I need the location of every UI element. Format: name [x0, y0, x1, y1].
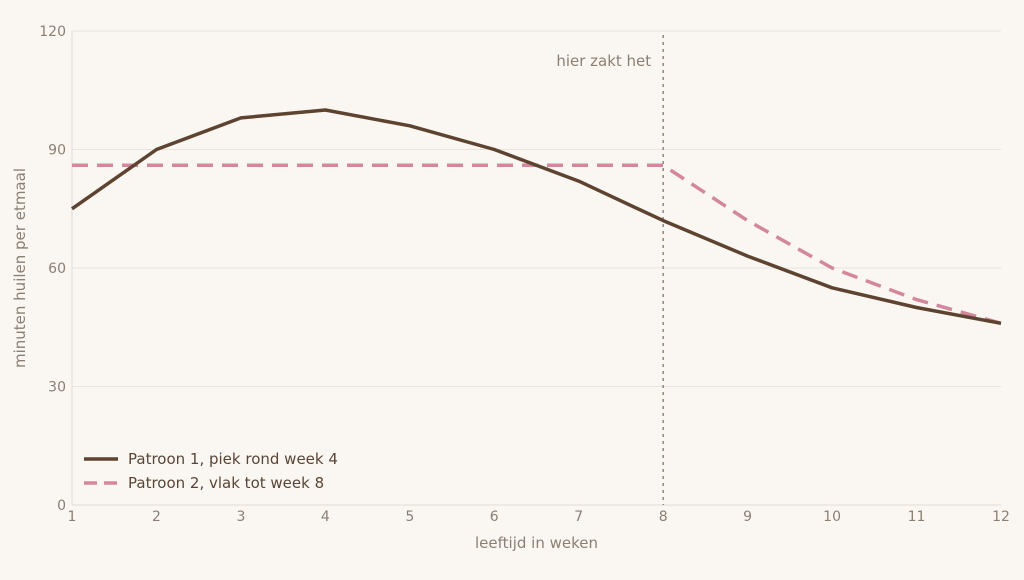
- x-tick-label: 4: [321, 509, 330, 525]
- x-tick-label: 12: [992, 509, 1010, 525]
- x-tick-label: 6: [490, 509, 499, 525]
- y-axis-title: minuten huilen per etmaal: [11, 168, 29, 368]
- legend-label: Patroon 1, piek rond week 4: [128, 450, 338, 468]
- y-tick-label: 60: [48, 261, 66, 277]
- legend: Patroon 1, piek rond week 4 Patroon 2, vl…: [84, 450, 338, 492]
- legend-label: Patroon 2, vlak tot week 8: [128, 474, 324, 492]
- x-tick-labels: 1 2 3 4 5 6 7 8 9 10 11 12: [68, 509, 1010, 525]
- x-tick-label: 2: [152, 509, 161, 525]
- gridlines: [72, 30, 1001, 387]
- series-line-patroon-2: [72, 163, 1002, 325]
- y-tick-label: 30: [48, 380, 66, 396]
- annotation-label: hier zakt het: [556, 52, 651, 70]
- x-tick-label: 10: [823, 509, 841, 525]
- y-tick-label: 0: [57, 498, 66, 514]
- series-lines: [70, 108, 1002, 326]
- x-tick-label: 5: [405, 509, 414, 525]
- x-tick-label: 8: [659, 509, 668, 525]
- annotations: hier zakt het: [556, 35, 664, 505]
- x-tick-label: 7: [574, 509, 583, 525]
- x-axis-title: leeftijd in weken: [475, 534, 598, 552]
- y-tick-label: 120: [39, 24, 66, 40]
- x-tick-label: 1: [68, 509, 77, 525]
- axes: [71, 31, 1001, 506]
- x-tick-label: 9: [743, 509, 752, 525]
- x-tick-label: 11: [908, 509, 926, 525]
- series-line-patroon-1: [70, 108, 1002, 326]
- y-tick-labels: 0 30 60 90 120: [39, 24, 66, 514]
- x-tick-label: 3: [236, 509, 245, 525]
- y-tick-label: 90: [48, 143, 66, 159]
